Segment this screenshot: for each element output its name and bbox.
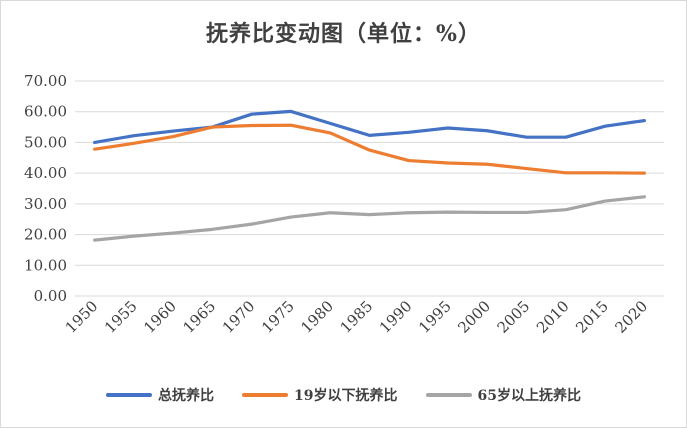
- y-tick-label: 40.00: [24, 164, 67, 182]
- x-tick-label: 1980: [297, 297, 337, 337]
- legend-label: 总抚养比: [158, 388, 215, 404]
- x-tick-label: 1985: [337, 297, 377, 337]
- legend-label: 19岁以下抚养比: [294, 388, 398, 404]
- legend-item-2: 19岁以下抚养比: [242, 385, 398, 405]
- x-tick-label: 1965: [180, 297, 220, 337]
- x-tick-label: 1950: [62, 297, 102, 337]
- x-tick-label: 1995: [415, 297, 455, 337]
- x-tick-label: 2005: [494, 297, 534, 337]
- legend-swatch: [242, 393, 289, 397]
- legend-swatch: [425, 393, 472, 397]
- x-tick-label: 1970: [219, 297, 259, 337]
- x-tick-label: 2010: [533, 297, 573, 337]
- y-tick-label: 30.00: [24, 195, 67, 213]
- legend-label: 65岁以上抚养比: [477, 388, 581, 404]
- chart-title: 抚养比变动图（单位：%）: [206, 21, 481, 47]
- legend-item-3: 65岁以上抚养比: [425, 385, 581, 405]
- series-line-1: [93, 109, 646, 145]
- series-line-3: [93, 195, 646, 242]
- y-tick-label: 70.00: [24, 72, 67, 90]
- x-tick-label: 2000: [454, 297, 494, 337]
- x-tick-label: 1955: [101, 297, 141, 337]
- x-tick-label: 2020: [611, 297, 651, 337]
- y-axis-labels: 0.00 10.00 20.00 30.00 40.00 50.00 60.00 70.00: [24, 72, 67, 305]
- y-tick-label: 50.00: [24, 133, 67, 151]
- x-axis-labels: 1950 1955 1960 1965 1970 1975 1980 1985 1990 1995…: [62, 297, 651, 337]
- legend-swatch: [106, 393, 153, 397]
- y-tick-label: 20.00: [24, 226, 67, 244]
- x-tick-label: 2015: [572, 297, 612, 337]
- x-tick-label: 1975: [258, 297, 298, 337]
- series-lines: [93, 109, 646, 242]
- y-tick-label: 60.00: [24, 103, 67, 121]
- y-tick-label: 0.00: [34, 287, 67, 305]
- gridlines: [75, 80, 664, 297]
- x-tick-label: 1960: [140, 297, 180, 337]
- y-tick-label: 10.00: [24, 256, 67, 274]
- legend-item-1: 总抚养比: [106, 385, 214, 405]
- series-line-2: [93, 123, 646, 175]
- legend: 总抚养比 19岁以下抚养比 65岁以上抚养比: [0, 385, 687, 405]
- x-tick-label: 1990: [376, 297, 416, 337]
